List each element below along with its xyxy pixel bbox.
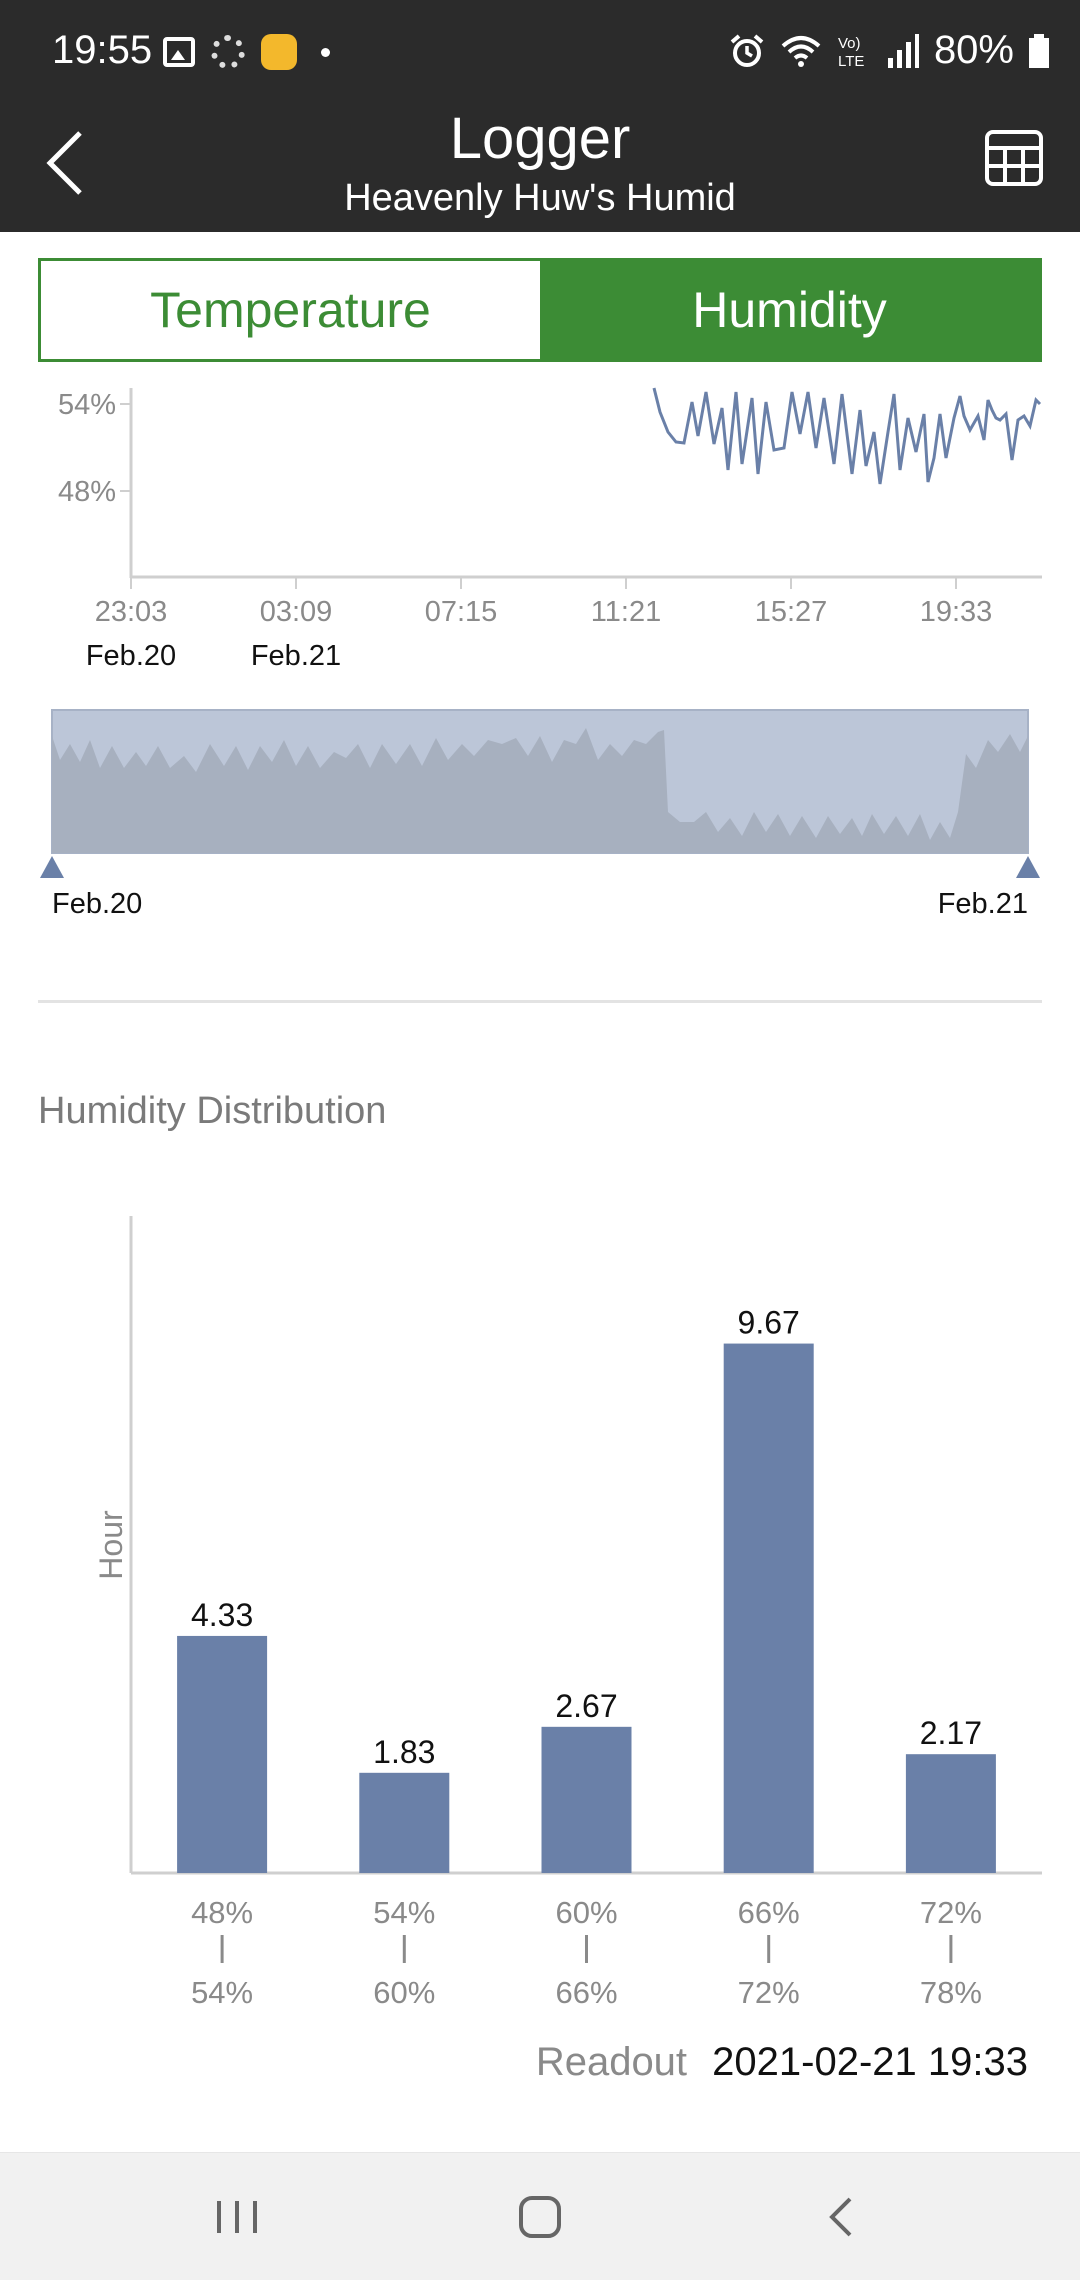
readout-value: 2021-02-21 19:33	[712, 2040, 1028, 2084]
app-notification-icon	[261, 34, 297, 70]
bars-group: 4.33 48% 54% 1.83 54% 60% 2.67 60% 66% 9.67 66% 72%…	[177, 1305, 996, 2010]
humidity-distribution-chart: Hour 4.33 48% 54% 1.83 54% 60% 2.67 60% 66% 9.67 6…	[93, 1216, 1042, 2010]
x-tick-label: 07:15	[425, 596, 498, 628]
category-label-bottom: 72%	[738, 1975, 800, 2010]
x-tick-label: 15:27	[755, 596, 828, 628]
svg-text:Vo): Vo)	[838, 35, 861, 52]
overview-area	[52, 728, 1028, 853]
alarm-icon	[730, 33, 764, 67]
range-handle-left-icon[interactable]	[40, 856, 64, 878]
category-label-bottom: 78%	[920, 1975, 982, 2010]
wifi-icon	[781, 35, 821, 67]
system-icons: Vo) LTE 80%	[728, 28, 1050, 73]
signal-icon	[887, 33, 919, 68]
status-time: 19:55	[52, 28, 153, 72]
range-start-label: Feb.20	[52, 888, 142, 920]
system-nav-bar	[0, 2152, 1080, 2280]
bar-value-label: 1.83	[373, 1734, 435, 1770]
table-grid-icon[interactable]	[984, 128, 1044, 188]
battery-percent: 80%	[933, 28, 1014, 72]
date-label: Feb.20	[86, 640, 176, 672]
category-label-top: 60%	[555, 1895, 617, 1930]
page-subtitle: Heavenly Huw's Humid	[344, 177, 736, 219]
bar	[723, 1343, 814, 1873]
x-tick-label: 03:09	[260, 596, 333, 628]
section-divider	[38, 1000, 1042, 1003]
battery-icon	[1029, 33, 1049, 68]
bar-value-label: 2.67	[555, 1688, 617, 1724]
x-tick-label: 23:03	[95, 596, 168, 628]
volte-icon: Vo) LTE	[838, 35, 864, 70]
bar	[905, 1754, 996, 1873]
tab-bar: Temperature Humidity	[38, 258, 1042, 362]
category-label-bottom: 60%	[373, 1975, 435, 2010]
gallery-icon	[163, 37, 195, 67]
dot-icon	[321, 47, 330, 57]
notification-icons	[163, 34, 330, 70]
bar-value-label: 2.17	[920, 1715, 982, 1751]
bar	[177, 1635, 268, 1873]
home-icon[interactable]	[510, 2187, 570, 2247]
humidity-line-chart: 54% 48% 23:03 03:09 07:15 11:21 15:27 19…	[40, 387, 1042, 920]
svg-text:LTE: LTE	[838, 53, 864, 70]
sync-icon	[211, 35, 245, 69]
category-label-top: 54%	[373, 1895, 435, 1930]
page-title: Logger	[449, 106, 631, 171]
recent-apps-icon[interactable]	[207, 2187, 267, 2247]
bar	[359, 1772, 450, 1873]
distribution-title: Humidity Distribution	[38, 1090, 387, 1132]
date-label: Feb.21	[251, 640, 341, 672]
readout-label: Readout	[535, 2040, 688, 2084]
y-tick-label: 48%	[58, 476, 116, 508]
y-axis-label: Hour	[93, 1510, 129, 1580]
category-label-top: 72%	[920, 1895, 982, 1930]
range-end-label: Feb.21	[938, 888, 1028, 920]
chevron-left-icon[interactable]	[38, 123, 98, 203]
range-handle-right-icon[interactable]	[1016, 856, 1040, 878]
tab-temperature[interactable]: Temperature	[41, 261, 540, 359]
y-tick-label: 54%	[58, 389, 116, 421]
bar-value-label: 9.67	[738, 1305, 800, 1341]
status-bar: 19:55 Vo) LTE 80%	[0, 0, 1080, 105]
bar	[541, 1726, 632, 1873]
x-tick-label: 19:33	[920, 596, 993, 628]
humidity-series-line	[652, 387, 1042, 485]
readout: Readout 2021-02-21 19:33	[536, 2040, 1028, 2085]
app-header: Logger Heavenly Huw's Humid	[0, 105, 1080, 232]
back-icon[interactable]	[812, 2187, 872, 2247]
category-label-bottom: 54%	[191, 1975, 253, 2010]
bar-value-label: 4.33	[191, 1597, 253, 1633]
category-label-top: 66%	[738, 1895, 800, 1930]
x-tick-label: 11:21	[591, 596, 661, 628]
category-label-top: 48%	[191, 1895, 253, 1930]
category-label-bottom: 66%	[555, 1975, 617, 2010]
tab-humidity[interactable]: Humidity	[540, 261, 1039, 359]
